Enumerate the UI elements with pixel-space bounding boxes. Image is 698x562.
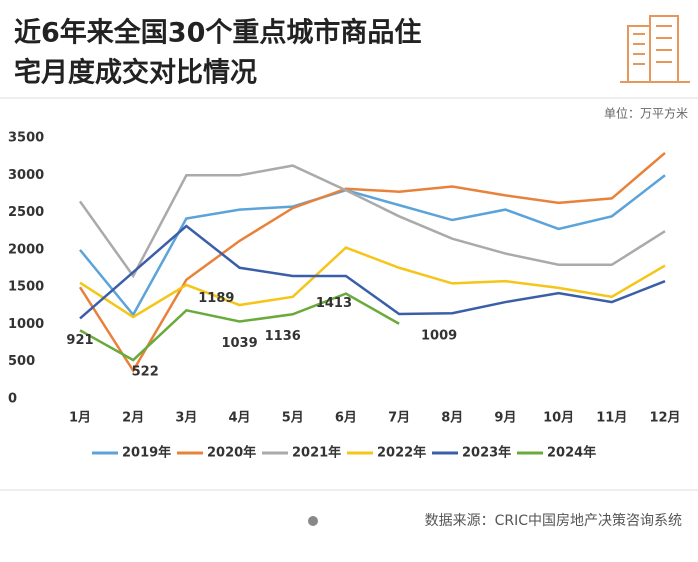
- bullet: [308, 516, 318, 526]
- data-label: 1039: [221, 336, 257, 351]
- data-label: 921: [66, 333, 93, 348]
- x-tick-label: 2月: [122, 411, 144, 426]
- data-label: 1009: [421, 328, 457, 343]
- legend-label: 2023年: [462, 445, 511, 461]
- x-tick-label: 5月: [282, 411, 304, 426]
- series-line: [79, 292, 400, 362]
- data-label: 1136: [265, 329, 301, 344]
- x-tick-label: 9月: [494, 411, 516, 426]
- legend-label: 2022年: [377, 445, 426, 461]
- x-tick-label: 7月: [388, 411, 410, 426]
- y-tick-label: 1000: [8, 317, 44, 332]
- building-icon: [620, 15, 690, 83]
- source: 数据来源：CRIC中国房地产决策咨询系统: [425, 512, 682, 529]
- data-label: 1413: [316, 296, 352, 311]
- x-tick-label: 6月: [335, 411, 357, 426]
- data-label: 522: [132, 365, 159, 380]
- unit-label: 单位：万平方米: [604, 106, 688, 121]
- y-tick-label: 3500: [8, 131, 44, 146]
- series-line: [79, 224, 666, 320]
- x-tick-label: 10月: [543, 411, 574, 426]
- x-tick-label: 4月: [229, 411, 251, 426]
- x-tick-label: 11月: [596, 411, 627, 426]
- legend-label: 2024年: [547, 445, 596, 461]
- x-tick-label: 12月: [649, 411, 680, 426]
- legend-label: 2019年: [122, 445, 171, 461]
- series-line: [78, 151, 666, 374]
- series-line: [79, 246, 666, 319]
- y-tick-label: 1500: [8, 280, 44, 295]
- chart-title: 近6年来全国30个重点城市商品住: [14, 17, 421, 49]
- legend-label: 2021年: [292, 445, 341, 461]
- y-tick-label: 2500: [8, 205, 44, 220]
- x-tick-label: 8月: [441, 411, 463, 426]
- legend-label: 2020年: [207, 445, 256, 461]
- x-tick-label: 1月: [69, 411, 91, 426]
- y-tick-label: 500: [8, 354, 35, 369]
- y-tick-label: 3000: [8, 168, 44, 183]
- y-tick-label: 2000: [8, 242, 44, 257]
- series-line: [78, 164, 666, 279]
- data-label: 1189: [198, 291, 234, 306]
- y-tick-label: 0: [8, 392, 17, 407]
- chart-title: 宅月度成交对比情况: [14, 57, 257, 89]
- x-tick-label: 3月: [175, 411, 197, 426]
